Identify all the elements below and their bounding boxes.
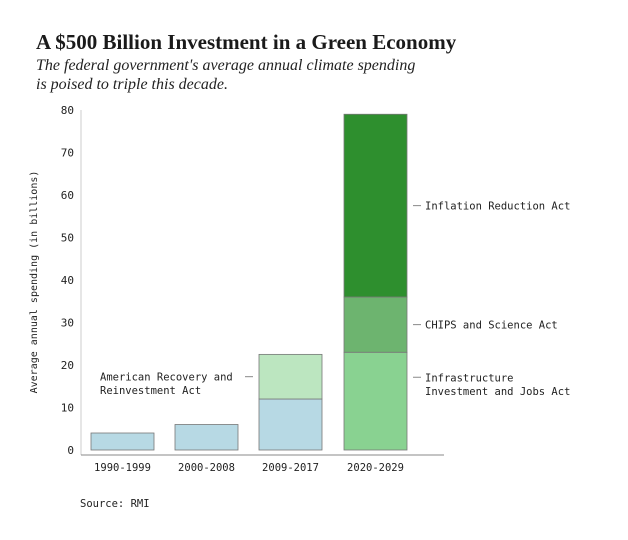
bars-group [90, 113, 408, 451]
annotations-group: American Recovery and Reinvestment Act Inf… [100, 201, 570, 398]
bar-segment [343, 113, 408, 298]
y-axis-ticks: 0 10 20 30 40 50 60 70 80 [61, 104, 74, 457]
y-tick-label: 40 [61, 274, 74, 287]
annotation-label: CHIPS and Science Act [425, 320, 558, 332]
y-tick-label: 30 [61, 317, 74, 330]
x-tick-label: 2009-2017 [262, 462, 319, 474]
bar-segment [343, 296, 408, 353]
bar-segment [343, 351, 408, 451]
x-tick-label: 1990-1999 [94, 462, 151, 474]
bar-segment [174, 424, 239, 451]
y-tick-label: 70 [61, 147, 74, 160]
x-tick-label: 2000-2008 [178, 462, 235, 474]
annotation-label: Infrastructure Investment and Jobs Act [425, 372, 570, 398]
bar-segment [90, 432, 155, 451]
annotation-label: American Recovery and Reinvestment Act [100, 372, 233, 398]
y-tick-label: 50 [61, 232, 74, 245]
y-tick-label: 80 [61, 104, 74, 117]
y-tick-label: 0 [67, 444, 74, 457]
chart-title: A $500 Billion Investment in a Green Eco… [36, 30, 457, 54]
y-tick-label: 20 [61, 359, 74, 372]
source-note: Source: RMI [80, 498, 150, 510]
annotation-label: Inflation Reduction Act [425, 201, 570, 213]
x-axis-ticks: 1990-1999 2000-2008 2009-2017 2020-2029 [94, 462, 404, 474]
y-axis-label: Average annual spending (in billions) [29, 171, 40, 394]
chart-subtitle: The federal government's average annual … [36, 57, 416, 93]
y-tick-label: 60 [61, 189, 74, 202]
bar-segment [258, 353, 323, 400]
bar-segment [258, 398, 323, 451]
y-tick-label: 10 [61, 402, 74, 415]
x-tick-label: 2020-2029 [347, 462, 404, 474]
